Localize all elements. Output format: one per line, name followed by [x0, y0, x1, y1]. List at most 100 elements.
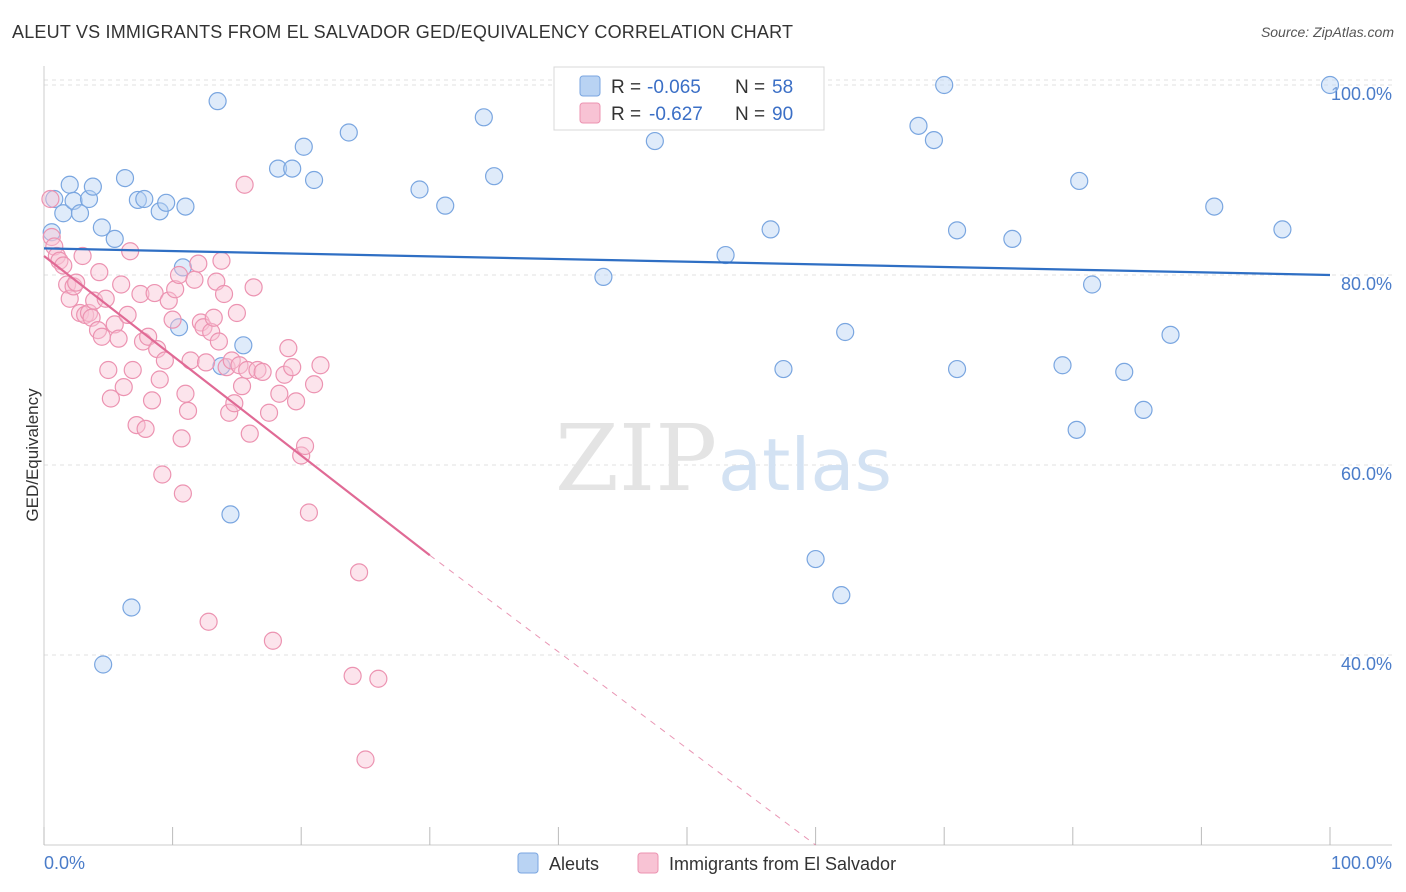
aleut-swatch [579, 75, 601, 97]
salvador-point [240, 424, 259, 443]
salvador-point [304, 375, 324, 394]
aleut-point [105, 229, 124, 248]
tick-labels: 40.0% 60.0% 80.0% 100.0% 0.0% 100.0% [44, 84, 1392, 873]
aleut-point [42, 223, 61, 242]
trend-lines [43, 247, 1331, 846]
axes [43, 66, 1392, 846]
salvador-point [123, 360, 142, 380]
salvador-point [227, 303, 246, 323]
stats-legend: R = -0.065 N = 58 R = -0.627 N = 90 [553, 66, 825, 131]
watermark: ZIP atlas [555, 405, 892, 512]
aleut-point [221, 505, 240, 524]
salvador-point [214, 284, 234, 304]
salvador-point [189, 254, 208, 273]
aleut-point [947, 359, 967, 379]
salvador-point [343, 666, 362, 686]
aleut-point [94, 655, 113, 674]
aleut-point [304, 170, 324, 190]
salvador-point [299, 503, 319, 522]
salvador-point [131, 284, 150, 304]
salvador-point [150, 370, 169, 389]
aleut-point [45, 189, 64, 209]
salvador-point [73, 246, 92, 266]
salvador-point [356, 750, 375, 769]
watermark-atlas: atlas [718, 423, 892, 507]
salvador-r-label: R = [611, 104, 641, 125]
salvador-point [155, 351, 174, 370]
salvador-point [159, 291, 178, 310]
salvador-point [209, 332, 228, 351]
aleut-point [1134, 400, 1153, 419]
aleut-point [83, 177, 102, 196]
chart-title: ALEUT VS IMMIGRANTS FROM EL SALVADOR GED… [12, 22, 794, 42]
salvador-point [259, 403, 279, 422]
salvador-point [112, 275, 131, 294]
aleut-point [169, 318, 189, 337]
aleut-point [212, 357, 231, 376]
salvador-point [270, 384, 289, 403]
salvador-point [114, 378, 133, 397]
aleut-point [836, 322, 855, 342]
salvador-point [41, 189, 60, 209]
aleut-point [122, 598, 141, 617]
salvador-trendline-extension [429, 554, 816, 846]
salvador-point [92, 327, 111, 346]
aleut-point [283, 159, 302, 178]
legend-label-aleuts: Aleuts [549, 854, 599, 874]
salvador-point [220, 403, 239, 422]
salvador-point [185, 270, 204, 289]
salvador-point [96, 289, 115, 308]
aleut-point [1161, 325, 1180, 344]
legend-label-salvador: Immigrants from El Salvador [669, 854, 896, 874]
aleut-point [1082, 275, 1102, 294]
salvador-point [283, 358, 302, 377]
y-tick-label: 100.0% [1331, 84, 1392, 104]
salvador-point [204, 308, 223, 327]
salvador-point [295, 436, 315, 456]
salvador-point [142, 391, 162, 410]
aleut-point [1003, 229, 1022, 248]
salvador-point [90, 263, 109, 282]
aleut-point [832, 586, 851, 605]
aleut-point [1053, 356, 1072, 375]
aleut-point [1320, 75, 1340, 95]
salvador-point [145, 283, 164, 303]
salvador-point [166, 280, 185, 299]
salvador-point [253, 362, 272, 381]
salvador-point [202, 322, 221, 342]
salvador-point [136, 419, 155, 438]
salvador-point [232, 377, 252, 396]
aleut-point [594, 267, 613, 286]
salvador-r-value: -0.627 [649, 104, 703, 125]
salvador-point [369, 669, 388, 688]
salvador-point [244, 278, 263, 297]
y-tick-label: 40.0% [1341, 654, 1392, 674]
legend-swatch-aleuts [517, 852, 539, 874]
salvador-point [58, 275, 77, 294]
aleut-point [1070, 171, 1089, 191]
aleut-point [1273, 220, 1292, 239]
salvador-point [196, 353, 216, 372]
salvador-point [279, 339, 298, 358]
salvador-point [311, 356, 330, 375]
aleut-r-label: R = [611, 77, 641, 98]
aleut-point [339, 123, 358, 142]
aleut-point [60, 175, 79, 194]
salvador-point [178, 401, 198, 420]
aleut-point [935, 75, 954, 95]
salvador-point [105, 315, 124, 334]
aleut-point [474, 108, 493, 127]
aleut-point [70, 204, 90, 223]
aleut-point [774, 359, 793, 379]
watermark-zip: ZIP [555, 405, 717, 512]
aleut-point [436, 196, 455, 215]
aleut-point [157, 193, 176, 212]
salvador-point [109, 329, 128, 348]
y-tick-label: 80.0% [1341, 274, 1392, 294]
aleut-point [92, 218, 111, 237]
salvador-point [99, 360, 118, 380]
aleut-point [909, 116, 928, 135]
aleut-point [1205, 197, 1224, 216]
aleut-point [924, 131, 944, 150]
